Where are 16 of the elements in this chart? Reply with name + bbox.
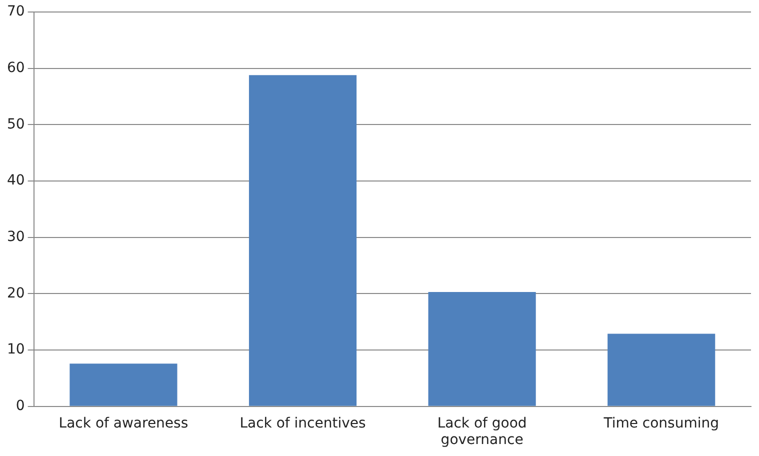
y-tick-label: 70 [6,4,25,20]
y-tick-label: 30 [6,229,25,246]
bar [70,364,178,406]
bar [608,334,716,406]
bar [248,75,357,406]
y-tick-label: 20 [6,285,25,302]
y-tick-label: 0 [16,398,25,414]
x-tick-label: Lack of good governance [437,415,527,448]
x-tick-label: Lack of incentives [240,415,366,432]
x-tick-label: Lack of awareness [58,415,188,432]
y-tick-label: 40 [6,172,25,189]
y-tick-label: 10 [6,342,25,358]
y-tick-label: 60 [6,60,25,76]
bar [428,292,536,406]
y-tick-label: 50 [6,116,25,132]
x-tick-label: Time consuming [602,415,720,432]
